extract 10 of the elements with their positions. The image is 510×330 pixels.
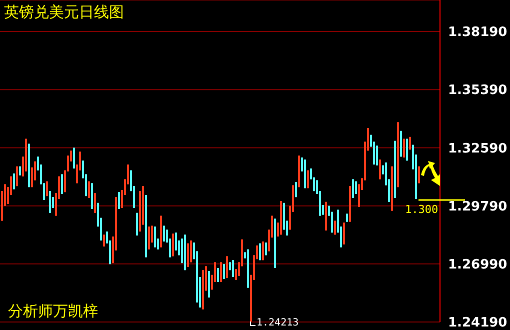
annotation: 1.24213	[256, 318, 299, 329]
y-tick-label: 1.38190	[448, 25, 508, 40]
y-tick-label: 1.35390	[448, 83, 508, 98]
annotation: 分析师万凯梓	[8, 302, 98, 320]
y-tick-label: 1.29790	[448, 199, 508, 214]
annotation: 1.300	[405, 202, 438, 216]
y-tick-label: 1.32590	[448, 141, 508, 156]
y-tick-label: 1.24190	[448, 316, 508, 330]
y-tick-label: 1.26990	[448, 258, 508, 273]
chart-title: 英镑兑美元日线图	[4, 3, 124, 21]
